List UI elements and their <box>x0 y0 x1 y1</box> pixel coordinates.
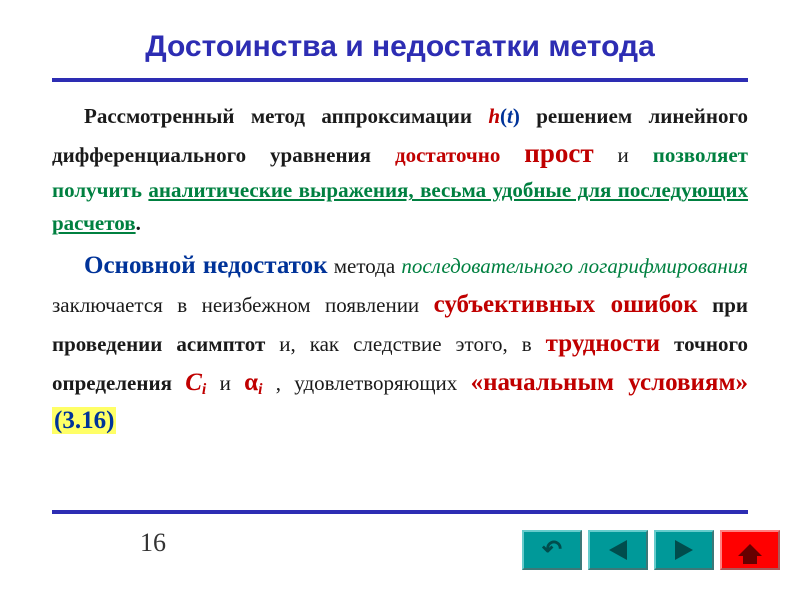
p2-and: и <box>206 371 244 395</box>
p2-diff: трудности <box>546 330 660 357</box>
back-button[interactable]: ↶ <box>522 530 582 570</box>
paren-open: ( <box>500 104 507 128</box>
p2-t2: заключается в неизбежном появлении <box>52 293 434 317</box>
reference-3-16: (3.16) <box>52 407 116 434</box>
prev-button[interactable] <box>588 530 648 570</box>
p2-errors: субъективных ошибок <box>434 291 698 318</box>
p1-adv1: достаточно <box>395 143 524 167</box>
p1-intro: Рассмотренный метод аппроксимации <box>84 104 488 128</box>
p2-lead: Основной недостаток <box>84 252 328 279</box>
page-title: Достоинства и недостатки метода <box>52 30 748 64</box>
symbol-C: C <box>185 369 202 396</box>
p2-t1: метода <box>328 254 402 278</box>
symbol-h: h <box>488 104 500 128</box>
nav-bar: ↶ <box>522 530 780 570</box>
p2-t6: , удовлетворяющих <box>262 371 470 395</box>
u-turn-icon: ↶ <box>542 538 562 562</box>
p2-method: последовательного логарифмирования <box>401 254 748 278</box>
p2-init: «начальным условиям» <box>471 369 748 396</box>
divider-bottom <box>52 510 748 514</box>
home-button[interactable] <box>720 530 780 570</box>
slide: Достоинства и недостатки метода Рассмотр… <box>0 0 800 600</box>
page-number: 16 <box>140 528 166 558</box>
divider-top <box>52 78 748 82</box>
paren-close: ) <box>513 104 520 128</box>
arrow-right-icon <box>675 540 693 560</box>
paragraph-2: Основной недостаток метода последователь… <box>52 247 748 441</box>
p2-t4: и, как следствие этого, в <box>265 332 545 356</box>
subscript-Ci: i <box>202 381 206 398</box>
subscript-ai: i <box>258 381 262 398</box>
p1-adv4: аналитические выражения, весьма удобные … <box>52 178 748 235</box>
symbol-alpha: α <box>244 369 258 396</box>
home-icon <box>738 544 762 556</box>
p1-adv2: прост <box>524 138 593 168</box>
arrow-left-icon <box>609 540 627 560</box>
p1-t3: и <box>594 143 653 167</box>
paragraph-1: Рассмотренный метод аппроксимации h(t) р… <box>52 100 748 239</box>
p1-t4: . <box>136 211 141 235</box>
next-button[interactable] <box>654 530 714 570</box>
